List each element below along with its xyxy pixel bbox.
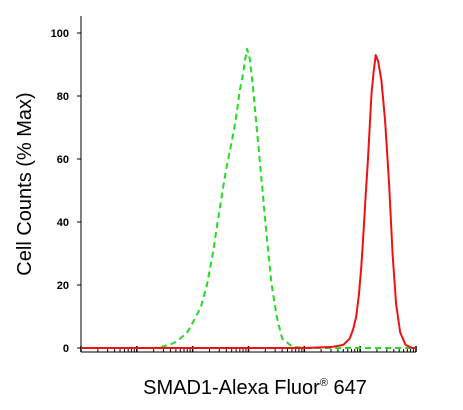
y-axis-label: Cell Counts (% Max) [14, 92, 36, 275]
y-tick-label-100: 100 [51, 28, 69, 40]
y-tick-label-80: 80 [57, 91, 69, 103]
series-line-2 [81, 54, 416, 349]
y-tick-label-60: 60 [57, 154, 69, 166]
y-tick-label-20: 20 [57, 280, 69, 292]
x-axis-label-registered-mark: ® [320, 377, 328, 389]
x-axis-label: SMAD1-Alexa Fluor® 647 [143, 377, 367, 399]
x-axis-label-main: SMAD1-Alexa Fluor [143, 377, 320, 399]
y-tick-label-0: 0 [63, 343, 69, 355]
series-layer [81, 47, 416, 349]
x-axis-label-suffix: 647 [328, 377, 367, 399]
y-tick-label-40: 40 [57, 217, 69, 229]
series-line-1 [81, 47, 416, 349]
y-axis-ticks: 0 20 40 60 80 100 [51, 28, 81, 355]
